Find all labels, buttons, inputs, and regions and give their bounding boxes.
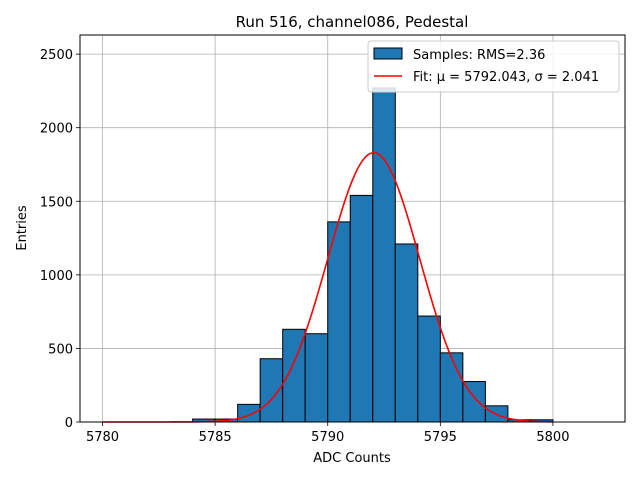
y-axis-label: Entries [15, 205, 30, 251]
histogram-bar [439, 352, 464, 423]
x-tick-label: 5795 [424, 430, 457, 445]
y-tick-label: 2500 [40, 48, 73, 63]
histogram-bar [237, 403, 261, 423]
plot-frame [79, 34, 626, 423]
chart-title: Run 516, channel086, Pedestal [236, 13, 469, 31]
x-tick-label: 5800 [536, 430, 569, 445]
legend: Samples: RMS=2.36 Fit: μ = 5792.043, σ =… [367, 40, 620, 93]
histogram-bar [304, 333, 329, 423]
legend-histogram-label: Samples: RMS=2.36 [413, 48, 545, 63]
y-tick-label: 1500 [40, 195, 73, 210]
x-tick-label: 5790 [311, 430, 344, 445]
x-axis-ticks: 5780 5785 5790 5795 5800 [86, 422, 569, 445]
legend-fit-label: Fit: μ = 5792.043, σ = 2.041 [413, 70, 599, 85]
y-tick-label: 500 [48, 342, 73, 357]
legend-box [367, 40, 620, 93]
x-tick-label: 5780 [86, 430, 119, 445]
y-axis-ticks: 0 500 1000 1500 2000 2500 [40, 48, 80, 431]
histogram-bar [349, 194, 374, 423]
y-tick-label: 0 [65, 416, 73, 431]
y-tick-label: 1000 [40, 269, 73, 284]
histogram-bar [372, 87, 396, 423]
histogram-bar [417, 315, 441, 423]
x-axis-label: ADC Counts [313, 451, 391, 466]
histogram-bar [394, 243, 419, 423]
x-tick-label: 5785 [199, 430, 232, 445]
histogram-bar [327, 221, 351, 423]
legend-histogram-swatch [373, 47, 403, 60]
y-tick-label: 2000 [40, 122, 73, 137]
